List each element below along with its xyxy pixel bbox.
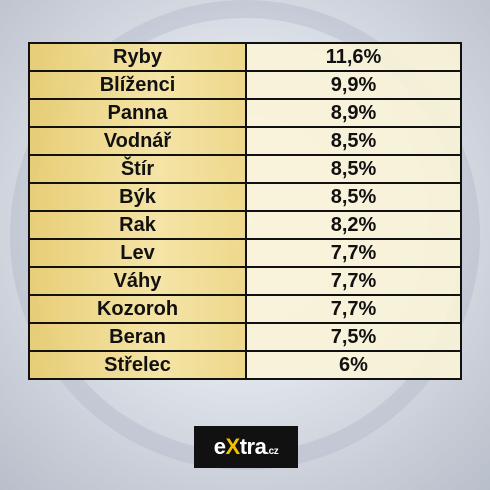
table-row: Střelec 6% [28, 350, 462, 380]
table-row: Beran 7,5% [28, 322, 462, 352]
logo-part: .cz [266, 445, 279, 457]
percent-cell: 9,9% [245, 70, 462, 100]
table-row: Býk 8,5% [28, 182, 462, 212]
table-row: Lev 7,7% [28, 238, 462, 268]
table-row: Rak 8,2% [28, 210, 462, 240]
sign-cell: Štír [28, 154, 247, 184]
sign-cell: Váhy [28, 266, 247, 296]
table-row: Vodnář 8,5% [28, 126, 462, 156]
sign-cell: Lev [28, 238, 247, 268]
sign-cell: Střelec [28, 350, 247, 380]
sign-cell: Vodnář [28, 126, 247, 156]
sign-cell: Blíženci [28, 70, 247, 100]
table-row: Panna 8,9% [28, 98, 462, 128]
sign-cell: Ryby [28, 42, 247, 72]
percent-cell: 8,5% [245, 182, 462, 212]
sign-cell: Kozoroh [28, 294, 247, 324]
percent-cell: 7,7% [245, 238, 462, 268]
logo-part: X [225, 434, 241, 459]
percent-cell: 7,7% [245, 294, 462, 324]
sign-cell: Beran [28, 322, 247, 352]
logo-part: e [213, 434, 226, 459]
percent-cell: 8,5% [245, 126, 462, 156]
sign-cell: Býk [28, 182, 247, 212]
logo-part: tra [239, 434, 267, 459]
percent-cell: 8,9% [245, 98, 462, 128]
table: Ryby 11,6% Blíženci 9,9% Panna 8,9% Vodnář 8,5%… [28, 42, 462, 380]
table-row: Ryby 11,6% [28, 42, 462, 72]
percent-cell: 11,6% [245, 42, 462, 72]
sign-cell: Panna [28, 98, 247, 128]
table-row: Štír 8,5% [28, 154, 462, 184]
sign-cell: Rak [28, 210, 247, 240]
percent-cell: 6% [245, 350, 462, 380]
table-row: Blíženci 9,9% [28, 70, 462, 100]
percent-cell: 8,5% [245, 154, 462, 184]
table-row: Váhy 7,7% [28, 266, 462, 296]
table-row: Kozoroh 7,7% [28, 294, 462, 324]
percent-cell: 7,7% [245, 266, 462, 296]
percent-cell: 7,5% [245, 322, 462, 352]
percent-cell: 8,2% [245, 210, 462, 240]
